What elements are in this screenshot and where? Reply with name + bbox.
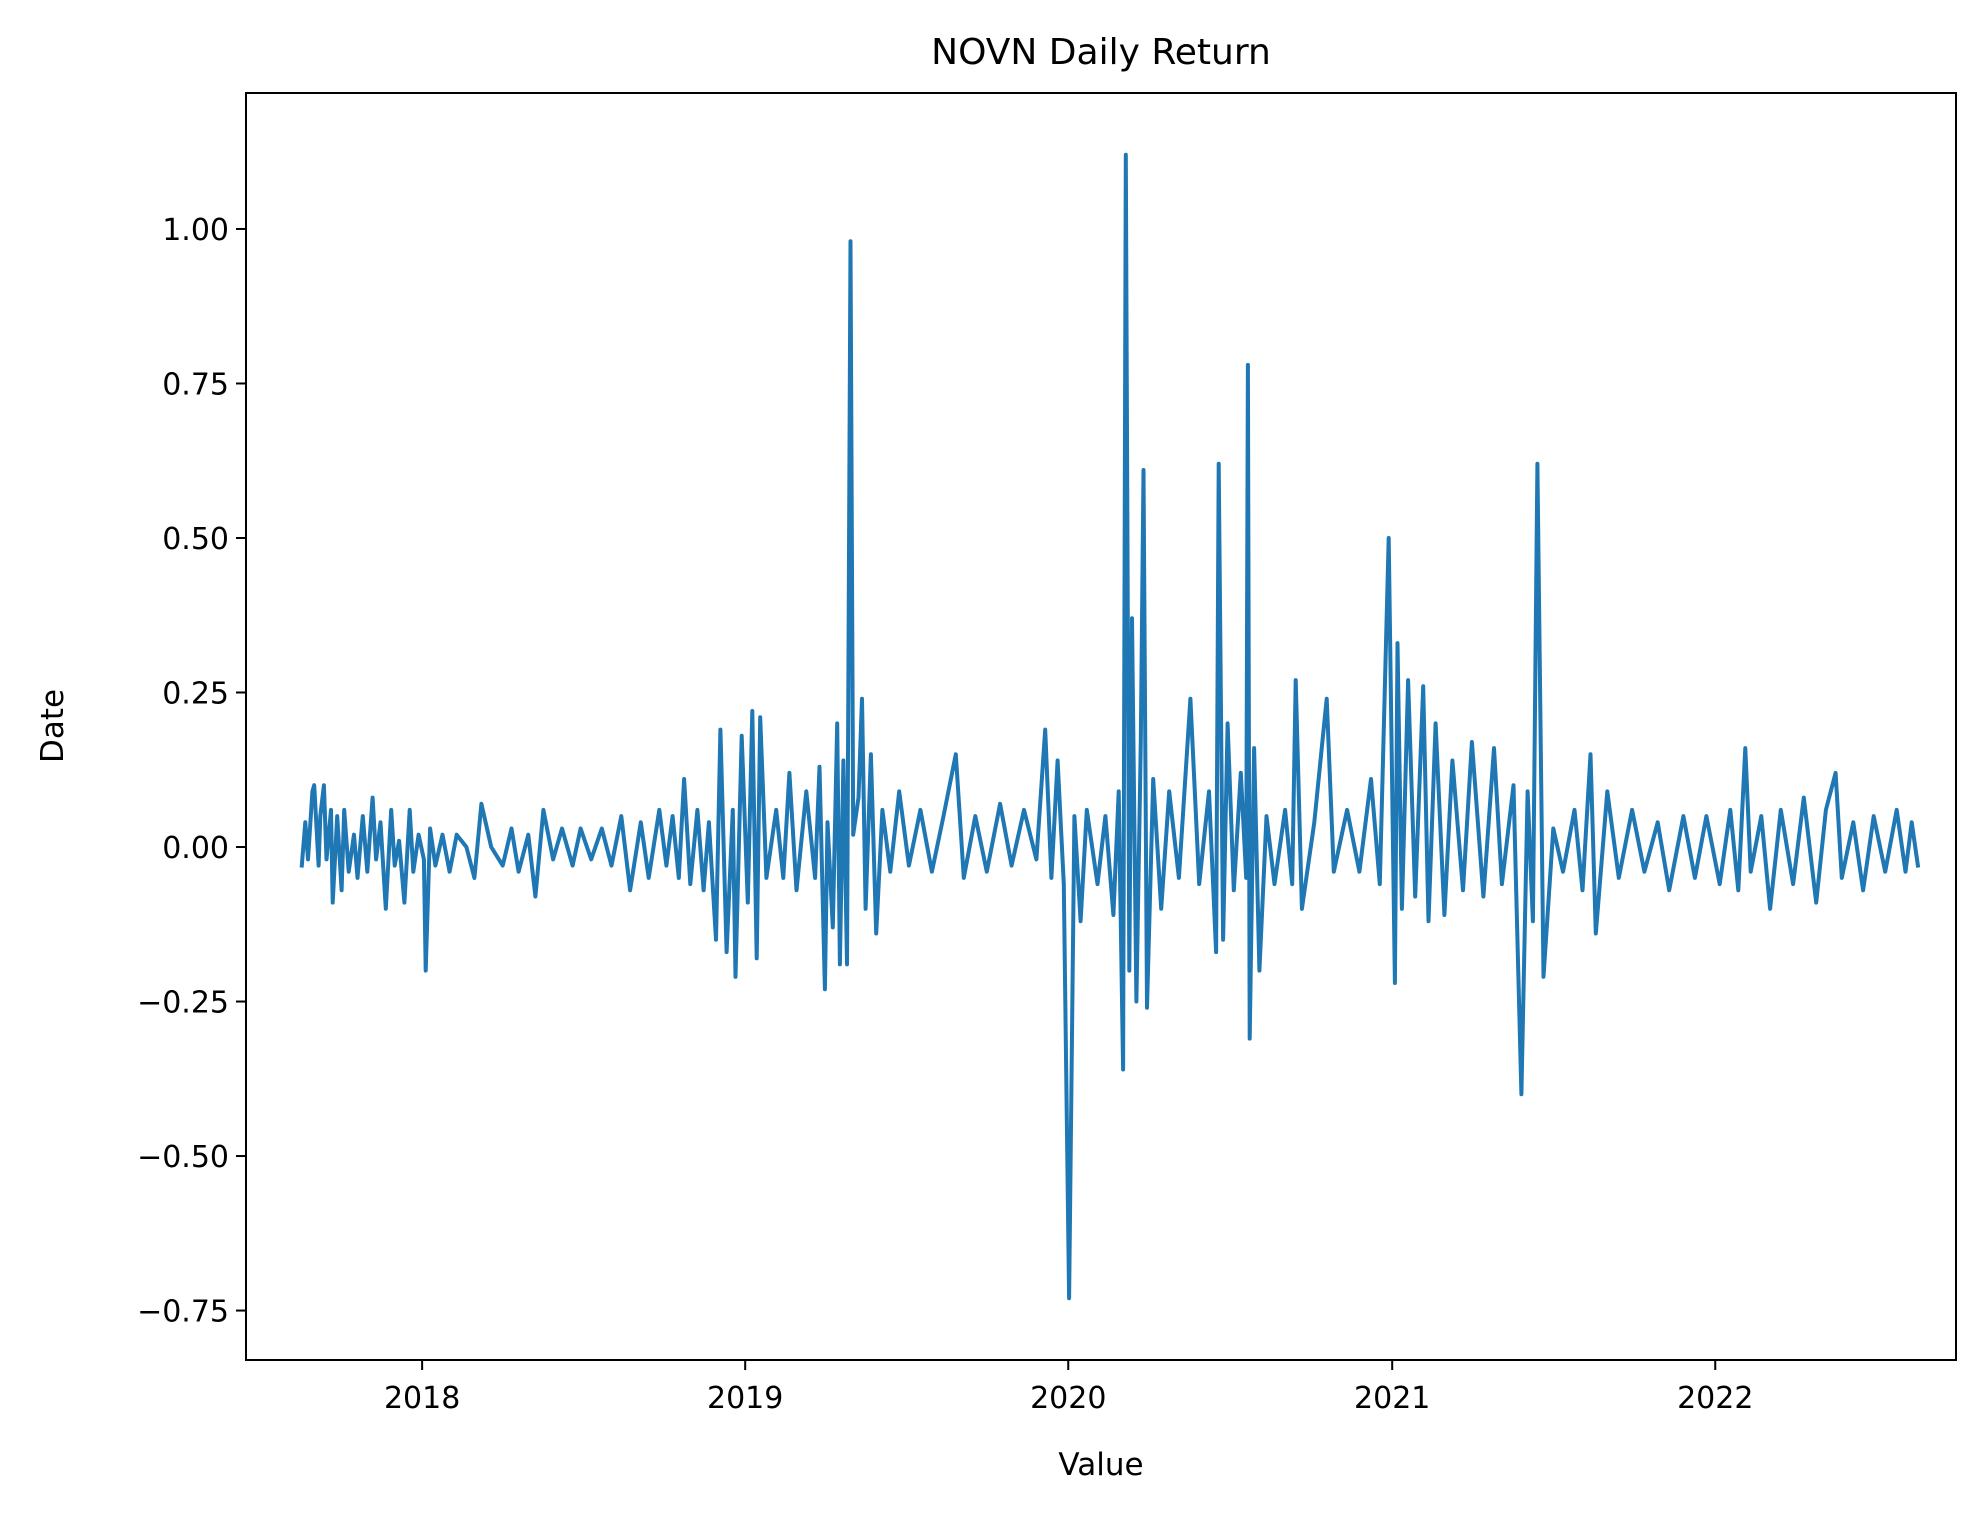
x-tick-label: 2019 xyxy=(707,1381,783,1416)
series-layer xyxy=(299,152,1921,1301)
x-axis-title: Value xyxy=(1058,1447,1143,1483)
x-tick-label: 2018 xyxy=(384,1381,460,1416)
plot-area xyxy=(245,92,1957,1361)
x-tick-label: 2022 xyxy=(1677,1381,1753,1416)
plot-frame xyxy=(245,92,1957,1361)
y-tick-label: 0.00 xyxy=(162,831,229,866)
y-tick-label: −0.75 xyxy=(137,1295,229,1330)
y-tick-label: 1.00 xyxy=(162,213,229,248)
x-tick-label: 2020 xyxy=(1030,1381,1106,1416)
y-axis-title: Date xyxy=(35,689,71,763)
y-tick-label: 0.25 xyxy=(162,677,229,712)
y-tick-label: 0.75 xyxy=(162,367,229,402)
y-axis: 1.00 0.75 0.50 0.25 0.00 −0.25 −0.50 −0.75 xyxy=(137,213,246,1330)
y-tick-label: −0.50 xyxy=(137,1140,229,1175)
x-axis: 2018 2019 2020 2021 2022 xyxy=(384,1360,1753,1416)
x-tick-label: 2021 xyxy=(1354,1381,1430,1416)
y-tick-label: 0.50 xyxy=(162,522,229,557)
series-line xyxy=(299,152,1921,1301)
y-tick-label: −0.25 xyxy=(137,986,229,1021)
chart-title: NOVN Daily Return xyxy=(931,32,1271,73)
